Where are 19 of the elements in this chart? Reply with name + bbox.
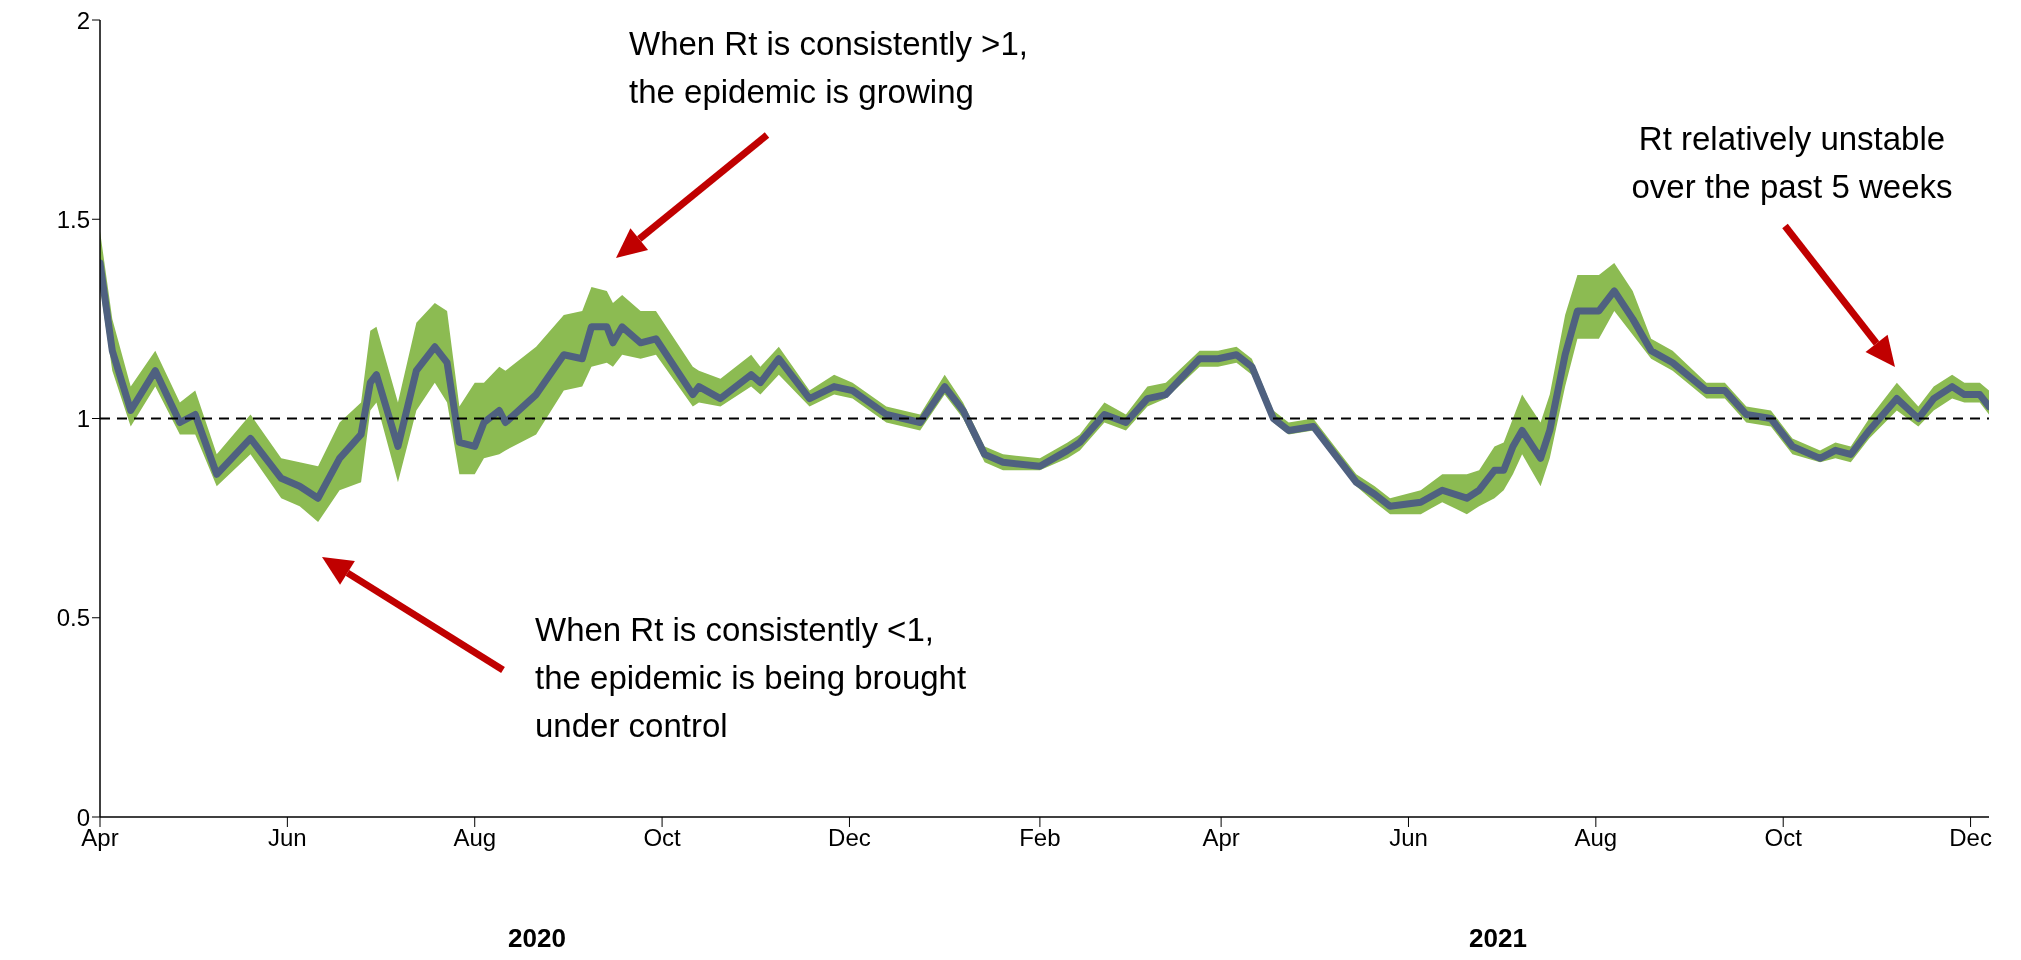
y-tick-label: 0.5 [56, 604, 90, 632]
x-tick-label: Apr [1202, 824, 1240, 852]
x-tick-label: Jun [1389, 824, 1428, 852]
x-tick-label: Oct [1764, 824, 1803, 852]
y-tick-label: 2 [76, 6, 90, 34]
x-tick-label: Dec [1949, 824, 1992, 852]
annotation: When Rt is consistently <1, the epidemic is being brought under control [535, 611, 967, 744]
x-tick-label: Aug [1574, 824, 1618, 852]
annotation: When Rt is consistently >1, the epidemic is growing [629, 25, 1028, 110]
x-tick-label: Oct [643, 824, 682, 852]
x-tick-label: Aug [453, 824, 497, 852]
text: 2020 [508, 923, 566, 953]
annotation: Rt relatively unstable over the past 5 weeks [1631, 120, 1953, 205]
text: 2021 [1469, 923, 1527, 953]
y-tick-label: 1 [76, 405, 90, 433]
x-tick-label: Feb [1019, 824, 1061, 852]
x-tick-label: Dec [828, 824, 871, 852]
x-tick-label: Jun [268, 824, 307, 852]
y-tick-label: 1.5 [56, 205, 90, 233]
